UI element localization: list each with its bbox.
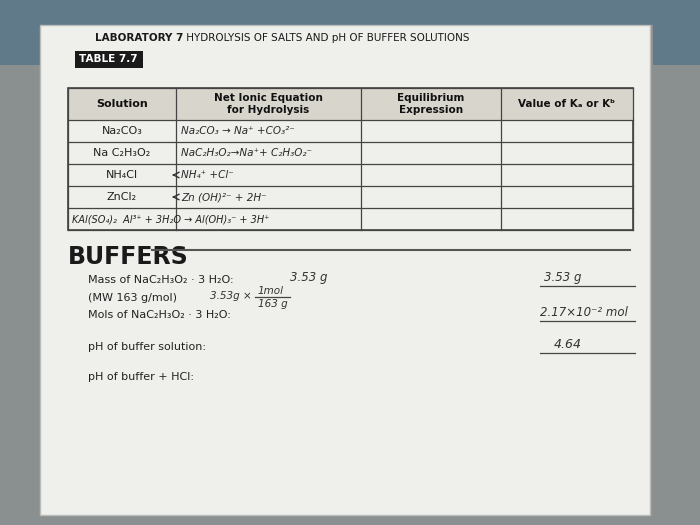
Text: Na₂CO₃ → Na⁺ +CO₃²⁻: Na₂CO₃ → Na⁺ +CO₃²⁻ bbox=[181, 126, 295, 136]
Text: KAl(SO₄)₂  Al³⁺ + 3H₂O → Al(OH)₃⁻ + 3H⁺: KAl(SO₄)₂ Al³⁺ + 3H₂O → Al(OH)₃⁻ + 3H⁺ bbox=[72, 214, 270, 224]
Text: pH of buffer solution:: pH of buffer solution: bbox=[88, 342, 206, 352]
Text: pH of buffer + HCl:: pH of buffer + HCl: bbox=[88, 372, 194, 382]
Text: 3.53 g: 3.53 g bbox=[290, 270, 328, 284]
Text: Value of Kₐ or Kᵇ: Value of Kₐ or Kᵇ bbox=[519, 99, 615, 109]
Text: Equilibrium
Expression: Equilibrium Expression bbox=[398, 93, 465, 115]
Text: BUFFERS: BUFFERS bbox=[68, 245, 189, 269]
FancyBboxPatch shape bbox=[0, 0, 700, 65]
Text: 3.53 g: 3.53 g bbox=[544, 271, 582, 285]
FancyBboxPatch shape bbox=[40, 25, 650, 515]
Text: Na₂CO₃: Na₂CO₃ bbox=[102, 126, 142, 136]
Text: 4.64: 4.64 bbox=[554, 339, 582, 352]
Text: NaC₂H₃O₂→Na⁺+ C₂H₃O₂⁻: NaC₂H₃O₂→Na⁺+ C₂H₃O₂⁻ bbox=[181, 148, 312, 158]
FancyBboxPatch shape bbox=[68, 88, 633, 120]
FancyBboxPatch shape bbox=[68, 88, 633, 230]
Text: NH₄Cl: NH₄Cl bbox=[106, 170, 138, 180]
FancyBboxPatch shape bbox=[0, 0, 700, 95]
Text: Solution: Solution bbox=[96, 99, 148, 109]
Text: NH₄⁺ +Cl⁻: NH₄⁺ +Cl⁻ bbox=[181, 170, 234, 180]
Text: HYDROLYSIS OF SALTS AND pH OF BUFFER SOLUTIONS: HYDROLYSIS OF SALTS AND pH OF BUFFER SOL… bbox=[183, 33, 470, 43]
Text: TABLE 7.7: TABLE 7.7 bbox=[79, 55, 138, 65]
Text: Zn (OH)²⁻ + 2H⁻: Zn (OH)²⁻ + 2H⁻ bbox=[181, 192, 267, 202]
Text: Mols of NaC₂H₃O₂ · 3 H₂O:: Mols of NaC₂H₃O₂ · 3 H₂O: bbox=[88, 310, 231, 320]
Text: LABORATORY 7: LABORATORY 7 bbox=[95, 33, 183, 43]
Text: ZnCl₂: ZnCl₂ bbox=[107, 192, 137, 202]
Text: Net Ionic Equation
for Hydrolysis: Net Ionic Equation for Hydrolysis bbox=[214, 93, 323, 115]
Text: 163 g: 163 g bbox=[258, 299, 288, 309]
FancyBboxPatch shape bbox=[645, 25, 653, 515]
Text: Na C₂H₃O₂: Na C₂H₃O₂ bbox=[93, 148, 150, 158]
Text: (MW 163 g/mol): (MW 163 g/mol) bbox=[88, 293, 177, 303]
Text: 3.53g ×: 3.53g × bbox=[210, 291, 252, 301]
Text: 2.17×10⁻² mol: 2.17×10⁻² mol bbox=[540, 307, 628, 320]
FancyBboxPatch shape bbox=[75, 51, 143, 68]
Text: 1mol: 1mol bbox=[258, 286, 284, 296]
Text: Mass of NaC₂H₃O₂ · 3 H₂O:: Mass of NaC₂H₃O₂ · 3 H₂O: bbox=[88, 275, 234, 285]
FancyBboxPatch shape bbox=[0, 0, 60, 525]
